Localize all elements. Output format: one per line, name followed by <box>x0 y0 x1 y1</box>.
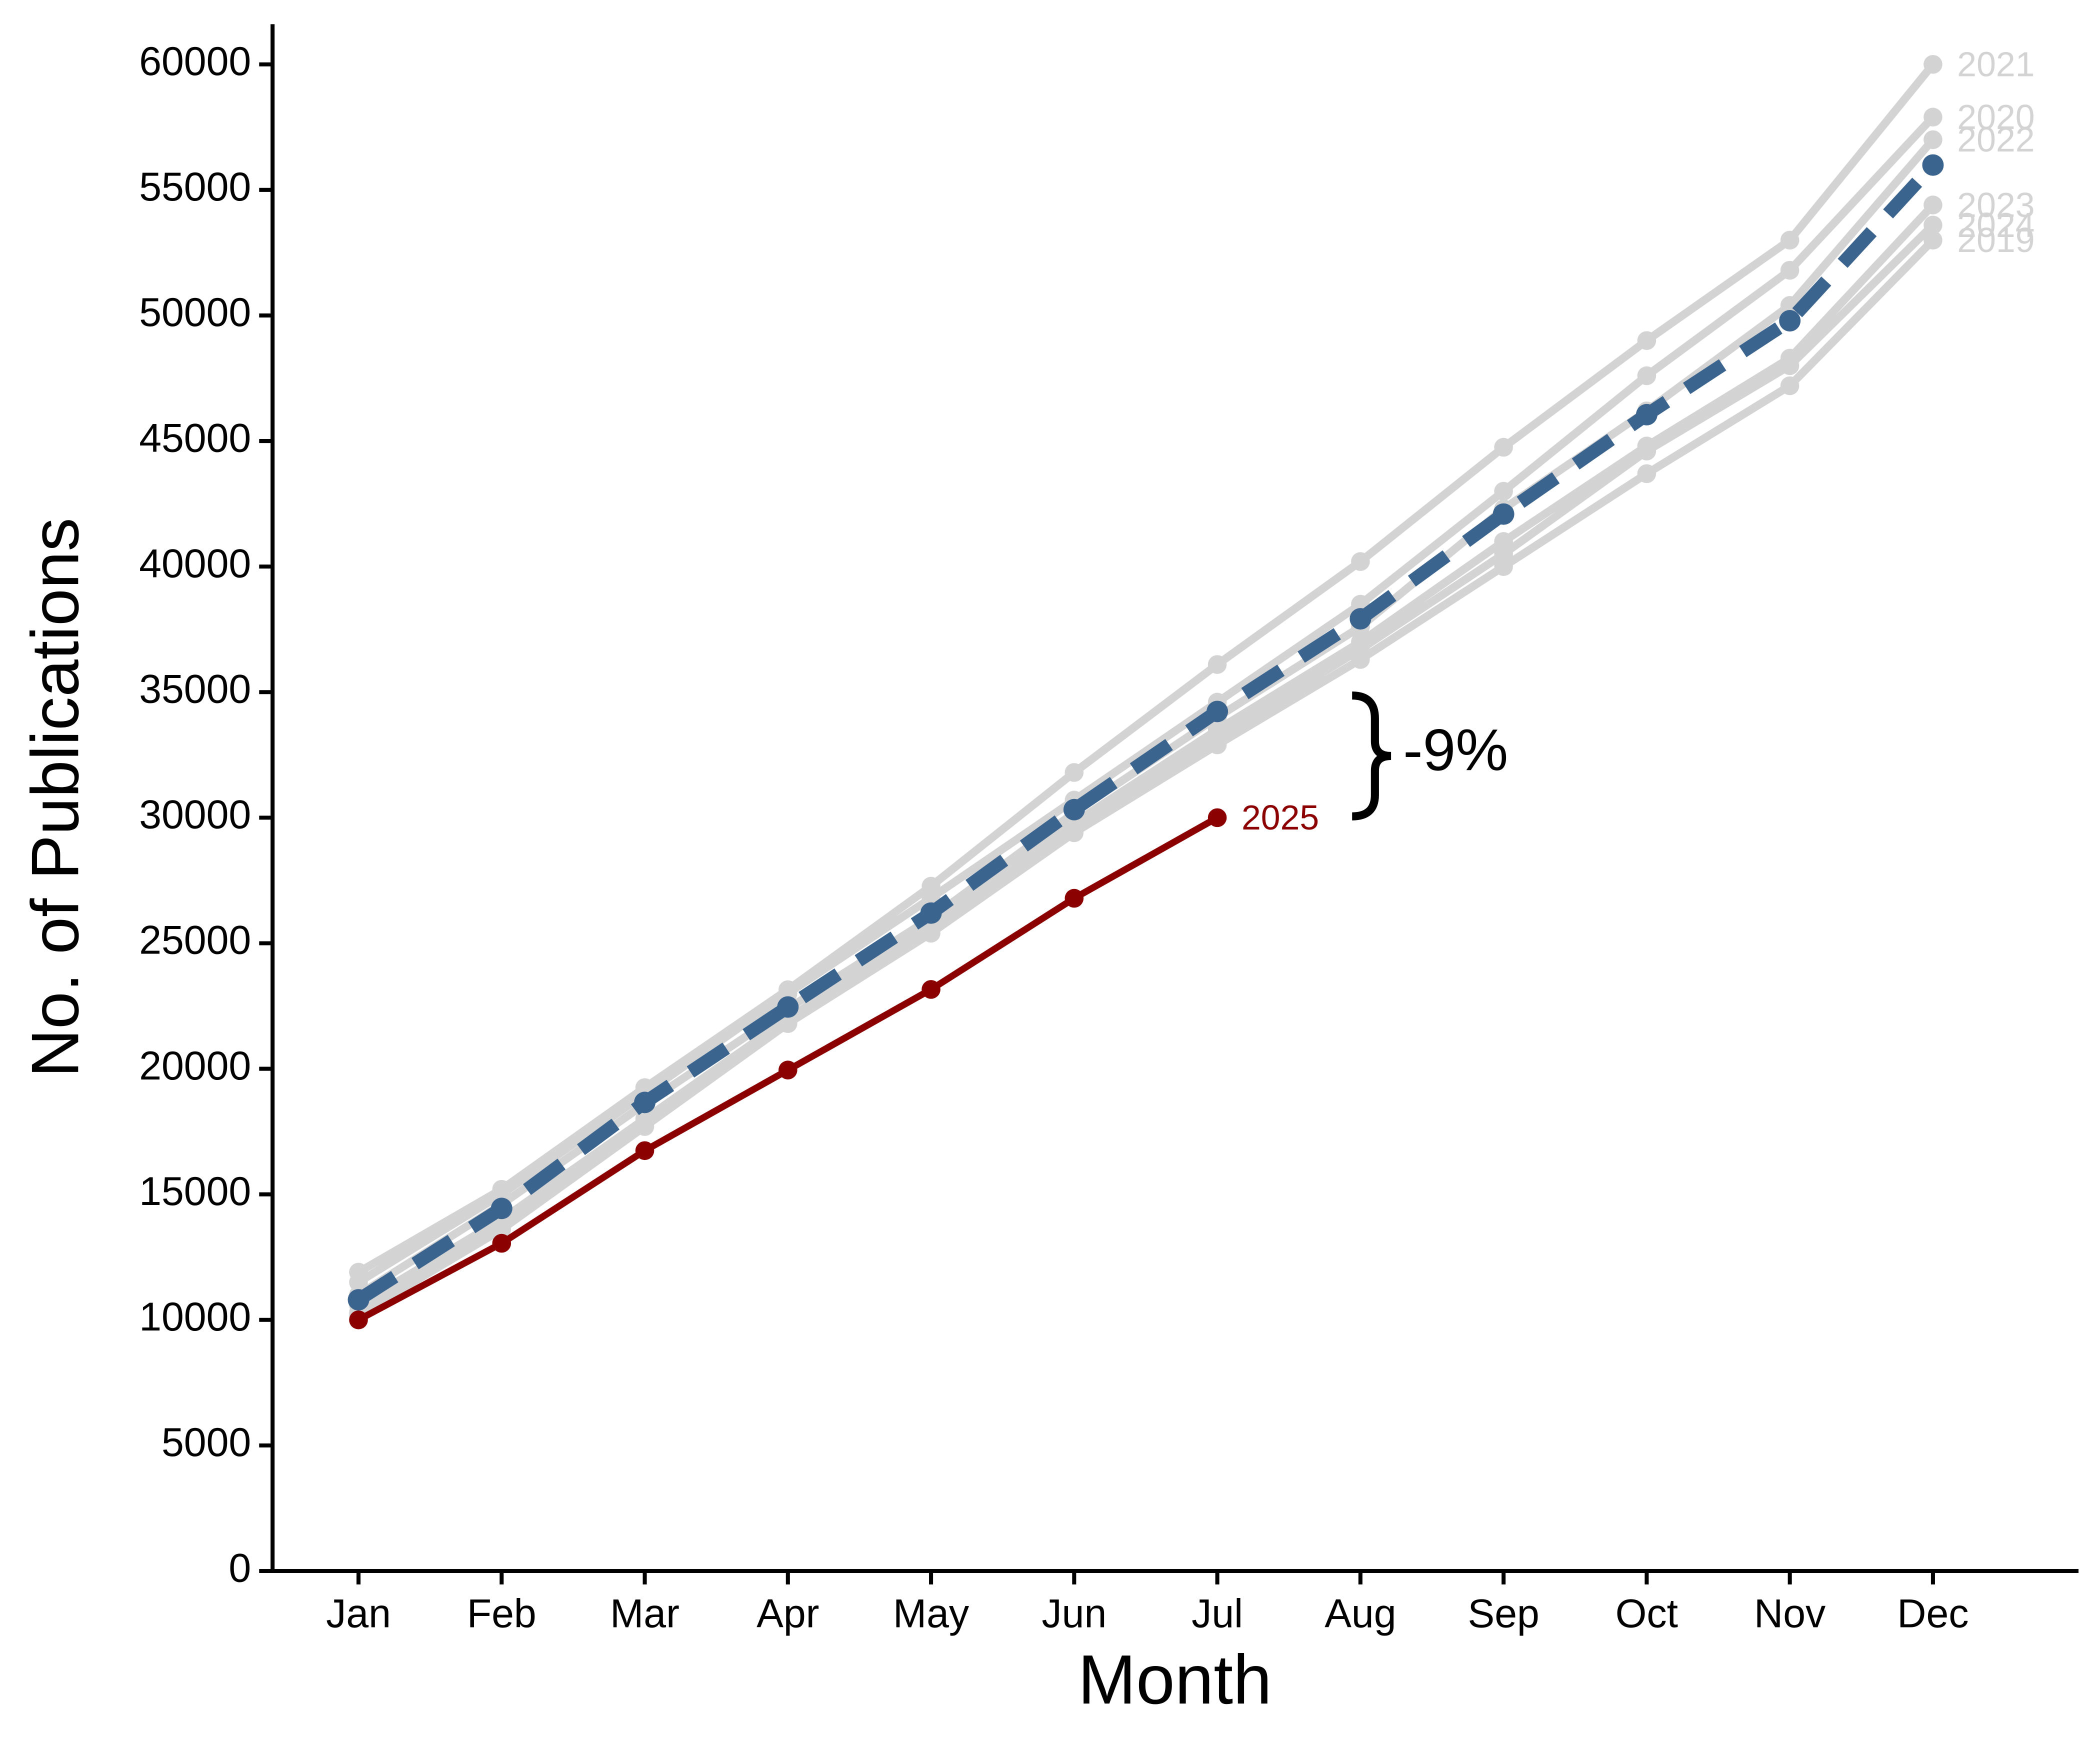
x-tick-label: Apr <box>756 1592 819 1636</box>
x-tick-label: Dec <box>1897 1592 1968 1636</box>
point <box>778 1060 798 1080</box>
y-tick-label: 5000 <box>162 1420 251 1465</box>
point <box>349 1262 368 1282</box>
point <box>1064 820 1084 840</box>
point <box>1637 464 1656 484</box>
point <box>492 1180 512 1199</box>
point <box>1637 366 1656 386</box>
y-axis-title: No. of Publications <box>18 518 92 1078</box>
point <box>635 1112 654 1131</box>
point <box>920 902 942 924</box>
series-label: 2022 <box>1957 120 2034 159</box>
y-tick-label: 30000 <box>139 792 251 838</box>
point <box>635 1141 654 1160</box>
point <box>1350 608 1372 630</box>
x-tick-label: Sep <box>1468 1592 1539 1636</box>
x-tick-label: Nov <box>1754 1592 1826 1636</box>
y-tick-label: 40000 <box>139 541 251 586</box>
point <box>492 1215 512 1234</box>
point <box>1780 356 1800 376</box>
x-tick-label: Feb <box>467 1592 536 1636</box>
point <box>1494 544 1513 564</box>
x-tick-label: Mar <box>610 1592 680 1636</box>
y-tick-label: 20000 <box>139 1044 251 1088</box>
y-tick-label: 15000 <box>139 1169 251 1214</box>
x-tick-label: Jun <box>1042 1592 1106 1636</box>
point <box>492 1234 512 1253</box>
series-label: 2020 <box>1957 98 2034 136</box>
x-tick-label: Oct <box>1616 1592 1678 1636</box>
series-line <box>356 62 1936 1276</box>
x-tick-label: May <box>893 1592 970 1636</box>
point <box>1924 230 1942 250</box>
series-line <box>354 160 1938 1306</box>
y-tick-label: 45000 <box>139 416 251 460</box>
point <box>349 1310 368 1330</box>
point <box>777 996 799 1018</box>
y-tick-label: 50000 <box>139 290 251 335</box>
y-tick-label: 0 <box>228 1546 251 1590</box>
point <box>1924 196 1942 214</box>
point <box>1494 438 1513 457</box>
series-line <box>356 114 1936 1286</box>
point <box>1208 808 1227 828</box>
point <box>1206 700 1228 722</box>
x-axis-title: Month <box>1078 1640 1272 1718</box>
point <box>1780 230 1800 250</box>
point <box>1779 310 1801 332</box>
point <box>1924 54 1942 74</box>
point <box>1208 655 1227 674</box>
point <box>1064 888 1084 908</box>
point <box>1637 442 1656 460</box>
point <box>490 1198 512 1220</box>
series-line <box>356 222 1936 1316</box>
point <box>778 980 798 1000</box>
series-label: 2024 <box>1957 206 2034 244</box>
series-label: 2023 <box>1957 186 2034 224</box>
point <box>1351 640 1370 659</box>
y-tick-label: 25000 <box>139 918 251 963</box>
point <box>1637 331 1656 350</box>
point <box>1924 216 1942 234</box>
point <box>1063 798 1085 820</box>
point <box>1064 763 1084 782</box>
y-tick-label: 55000 <box>139 164 251 210</box>
point <box>1636 404 1658 426</box>
point <box>1924 130 1942 150</box>
point <box>922 876 940 896</box>
series-label: 2021 <box>1957 45 2034 84</box>
point <box>634 1092 656 1114</box>
point <box>1780 376 1800 396</box>
brace <box>1352 692 1392 820</box>
x-tick-label: Jul <box>1192 1592 1243 1636</box>
point <box>1780 260 1800 280</box>
series-label: 2019 <box>1957 220 2034 260</box>
point <box>348 1289 370 1311</box>
x-tick-label: Aug <box>1324 1592 1396 1636</box>
y-tick-label: 10000 <box>139 1294 251 1340</box>
point <box>1492 503 1514 525</box>
point <box>1922 154 1944 176</box>
point <box>1351 552 1370 571</box>
series-line <box>356 237 1936 1318</box>
point <box>922 980 940 999</box>
y-tick-label: 60000 <box>139 39 251 84</box>
point <box>1924 108 1942 126</box>
point <box>1208 728 1227 747</box>
x-tick-label: Jan <box>326 1592 391 1636</box>
point <box>1494 482 1513 501</box>
annotation: -9% <box>1403 717 1508 783</box>
series-label: 2025 <box>1242 798 1319 837</box>
y-tick-label: 35000 <box>139 667 251 712</box>
